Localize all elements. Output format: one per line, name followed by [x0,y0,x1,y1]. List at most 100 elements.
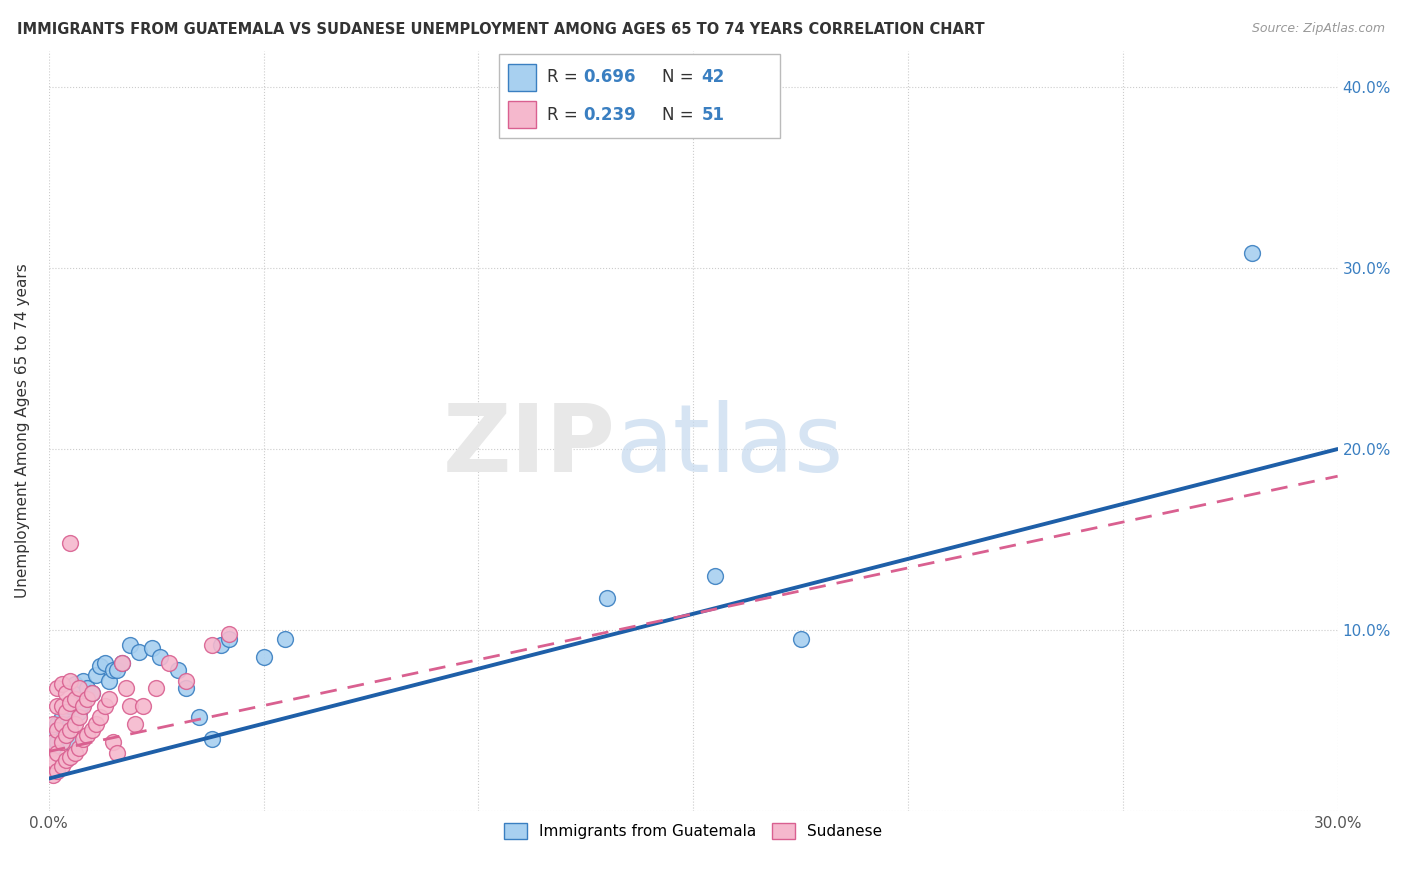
Point [149,650,172,665]
Point [252,650,274,665]
Point [46,723,69,737]
Point [42,768,65,782]
Point [46,699,69,714]
Point [76,728,98,742]
Point [67,740,90,755]
Point [59,749,82,764]
Point [46,764,69,779]
Point [107,746,129,760]
Point [97,673,120,688]
Point [63,677,86,691]
Point [55,705,77,719]
Point [72,673,94,688]
Point [89,710,111,724]
Point [145,681,167,695]
Point [42,728,65,742]
Point [55,728,77,742]
Point [59,536,82,550]
Point [67,705,90,719]
Point [51,735,73,749]
Point [46,735,69,749]
Point [84,668,107,682]
Point [80,686,103,700]
Point [76,681,98,695]
Point [84,717,107,731]
Point [111,656,134,670]
Text: IMMIGRANTS FROM GUATEMALA VS SUDANESE UNEMPLOYMENT AMONG AGES 65 TO 74 YEARS COR: IMMIGRANTS FROM GUATEMALA VS SUDANESE UN… [17,22,984,37]
Point [97,692,120,706]
Point [59,723,82,737]
Point [120,699,142,714]
Point [596,591,619,605]
Text: R =: R = [547,105,583,123]
Point [141,641,163,656]
Point [63,746,86,760]
Point [174,673,197,688]
Point [63,696,86,710]
Point [59,699,82,714]
Point [67,681,90,695]
Point [59,673,82,688]
Point [93,699,115,714]
Point [55,754,77,768]
Point [51,710,73,724]
Point [42,735,65,749]
Point [72,696,94,710]
Point [59,696,82,710]
Point [59,735,82,749]
Point [72,731,94,746]
Point [42,740,65,755]
Point [80,723,103,737]
Bar [508,63,536,91]
Point [188,710,211,724]
Point [201,638,224,652]
Point [55,728,77,742]
Text: N =: N = [662,105,699,123]
Point [218,632,240,647]
Point [63,717,86,731]
Point [166,663,188,677]
Point [72,699,94,714]
Point [46,717,69,731]
Point [703,569,725,583]
Point [120,638,142,652]
Point [789,632,811,647]
Point [274,632,297,647]
Point [59,717,82,731]
Point [76,692,98,706]
Point [174,681,197,695]
Point [42,754,65,768]
Point [67,710,90,724]
Point [46,746,69,760]
Text: 0.696: 0.696 [583,69,636,87]
Point [51,699,73,714]
Point [42,717,65,731]
Y-axis label: Unemployment Among Ages 65 to 74 years: Unemployment Among Ages 65 to 74 years [15,263,30,599]
Text: 51: 51 [702,105,724,123]
Point [115,681,138,695]
Point [103,735,125,749]
Point [80,686,103,700]
Point [1240,246,1263,260]
FancyBboxPatch shape [499,54,780,138]
Point [55,705,77,719]
Point [51,759,73,773]
Point [55,686,77,700]
Point [63,692,86,706]
Text: Source: ZipAtlas.com: Source: ZipAtlas.com [1251,22,1385,36]
Point [51,717,73,731]
Text: ZIP: ZIP [443,401,616,492]
Point [67,686,90,700]
Text: 0.239: 0.239 [583,105,637,123]
Text: R =: R = [547,69,583,87]
Point [51,731,73,746]
Point [107,663,129,677]
Point [132,699,155,714]
Point [89,659,111,673]
Bar [508,101,536,128]
Point [157,656,180,670]
Point [93,656,115,670]
Point [46,681,69,695]
Point [51,677,73,691]
Point [128,645,150,659]
